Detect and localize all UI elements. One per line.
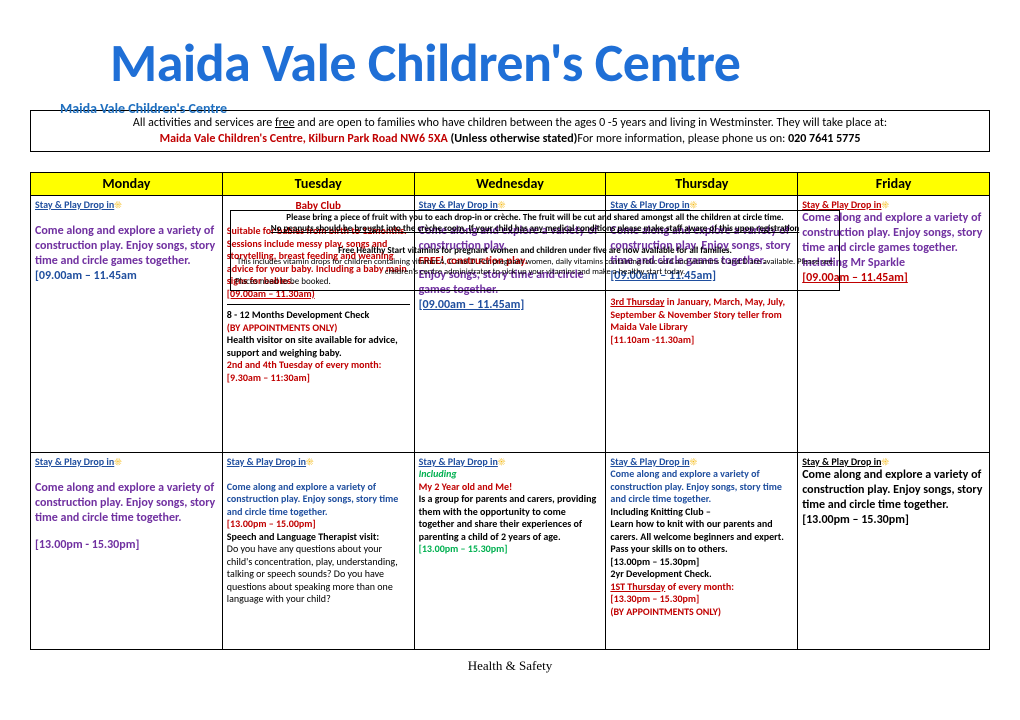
afternoon-row: Stay & Play Drop in☀ Come along and expl… bbox=[31, 452, 990, 649]
mon-am-time: [09.00am – 11.45am bbox=[35, 269, 137, 283]
sun-icon: ☀ bbox=[881, 198, 888, 211]
sun-icon: ☀ bbox=[498, 455, 505, 468]
thu-dev2-time: [13.30pm – 15.30pm] bbox=[610, 592, 699, 605]
header-small-title: Maida Vale Children's Centre bbox=[60, 100, 227, 117]
wed-pm-time: [13.00pm – 15.30pm] bbox=[419, 542, 508, 555]
wed-pm-my2: My 2 Year old and Me! bbox=[419, 480, 513, 493]
wed-pm: Stay & Play Drop in☀ Including My 2 Year… bbox=[414, 452, 606, 649]
fri-pm-time: [13.00pm – 15.30pm] bbox=[802, 513, 909, 527]
thu-knit-title: Including Knitting Club – bbox=[610, 505, 710, 518]
thu-third: 3rd Thursday bbox=[610, 295, 664, 308]
thu-dev2-when: 1ST Thursday bbox=[610, 580, 665, 593]
mon-am-title: Stay & Play Drop in bbox=[35, 198, 114, 211]
col-tuesday: Tuesday bbox=[222, 173, 414, 196]
mon-pm-title: Stay & Play Drop in bbox=[35, 455, 114, 468]
mon-pm-time: [13.00pm - 15.30pm] bbox=[35, 538, 139, 552]
info-line-2: Maida Vale Children's Centre, Kilburn Pa… bbox=[33, 131, 987, 147]
thu-pm-title: Stay & Play Drop in bbox=[610, 455, 689, 468]
wed-pm-incl: Including bbox=[419, 467, 457, 480]
thu-dev2: 2yr Development Check. bbox=[610, 567, 711, 580]
overlay-vit2: This includes vitamin drops for children… bbox=[235, 257, 835, 277]
col-monday: Monday bbox=[31, 173, 223, 196]
overlay-peanuts: No peanuts should be brought into the cr… bbox=[235, 224, 835, 235]
mon-pm-desc: Come along and explore a variety of cons… bbox=[35, 481, 215, 525]
header-row: Monday Tuesday Wednesday Thursday Friday bbox=[31, 173, 990, 196]
tue-pm-desc: Come along and explore a variety of cons… bbox=[227, 480, 398, 518]
sun-icon: ☀ bbox=[881, 455, 888, 468]
thu-third-time: [11.10am -11.30am] bbox=[610, 333, 694, 346]
header: Maida Vale Children's Centre Maida Vale … bbox=[30, 20, 990, 90]
thu-knit-time: [13.00pm – 15.30pm] bbox=[610, 555, 699, 568]
fri-am-title: Stay & Play Drop in bbox=[802, 198, 881, 211]
mon-pm: Stay & Play Drop in☀ Come along and expl… bbox=[31, 452, 223, 649]
sun-icon: ☀ bbox=[498, 198, 505, 211]
tue-dev-when: 2nd and 4th Tuesday of every month: bbox=[227, 358, 382, 371]
col-wednesday: Wednesday bbox=[414, 173, 606, 196]
overlay-places: Places need to be booked. bbox=[235, 277, 835, 288]
wed-am-time: [09.00am – 11.45am] bbox=[419, 298, 525, 312]
fri-pm: Stay & Play Drop in☀ Come along and expl… bbox=[798, 452, 990, 649]
thu-pm-desc: Come along and explore a variety of cons… bbox=[610, 467, 781, 505]
fri-pm-desc: Come along and explore a variety of cons… bbox=[802, 468, 982, 512]
tue-pm-title: Stay & Play Drop in bbox=[227, 455, 306, 468]
tue-dev-appt: (BY APPOINTMENTS ONLY) bbox=[227, 321, 338, 334]
tue-dev-time: [9.30am – 11:30am] bbox=[227, 371, 310, 384]
thu-knit-desc: Learn how to knit with our parents and c… bbox=[610, 517, 783, 555]
wed-pm-title: Stay & Play Drop in bbox=[419, 455, 498, 468]
tue-dev-title: 8 - 12 Months Development Check bbox=[227, 308, 370, 321]
header-main-title: Maida Vale Children's Centre bbox=[110, 30, 1020, 96]
sun-icon: ☀ bbox=[690, 198, 697, 211]
thu-pm: Stay & Play Drop in☀ Come along and expl… bbox=[606, 452, 798, 649]
mon-am-desc: Come along and explore a variety of cons… bbox=[35, 224, 215, 268]
tue-slt-desc: Do you have any questions about your chi… bbox=[227, 542, 398, 605]
thu-dev2-appt: (BY APPOINTMENTS ONLY) bbox=[610, 605, 721, 618]
tue-pm: Stay & Play Drop in☀ Come along and expl… bbox=[222, 452, 414, 649]
sun-icon: ☀ bbox=[114, 198, 121, 211]
tue-slt-title: Speech and Language Therapist visit: bbox=[227, 530, 379, 543]
wed-pm-desc: Is a group for parents and carers, provi… bbox=[419, 492, 597, 543]
col-thursday: Thursday bbox=[606, 173, 798, 196]
sun-icon: ☀ bbox=[114, 455, 121, 468]
info-line-1: All activities and services are free and… bbox=[33, 115, 987, 131]
wed-am-title: Stay & Play Drop in bbox=[419, 198, 498, 211]
tue-dev-desc: Health visitor on site available for adv… bbox=[227, 333, 398, 359]
fri-pm-title: Stay & Play Drop in bbox=[802, 455, 881, 468]
footer: Health & Safety bbox=[30, 658, 990, 674]
sun-icon: ☀ bbox=[306, 455, 313, 468]
tue-pm-time: [13.00pm – 15.00pm] bbox=[227, 517, 316, 530]
sun-icon: ☀ bbox=[690, 455, 697, 468]
mon-am: Stay & Play Drop in☀ Come along and expl… bbox=[31, 195, 223, 452]
overlay-vit1: Free Healthy Start vitamins for pregnant… bbox=[235, 246, 835, 257]
thu-am-title: Stay & Play Drop in bbox=[610, 198, 689, 211]
col-friday: Friday bbox=[798, 173, 990, 196]
schedule-wrap: Monday Tuesday Wednesday Thursday Friday… bbox=[30, 172, 990, 650]
overlay-notice: Please bring a piece of fruit with you t… bbox=[230, 210, 840, 290]
